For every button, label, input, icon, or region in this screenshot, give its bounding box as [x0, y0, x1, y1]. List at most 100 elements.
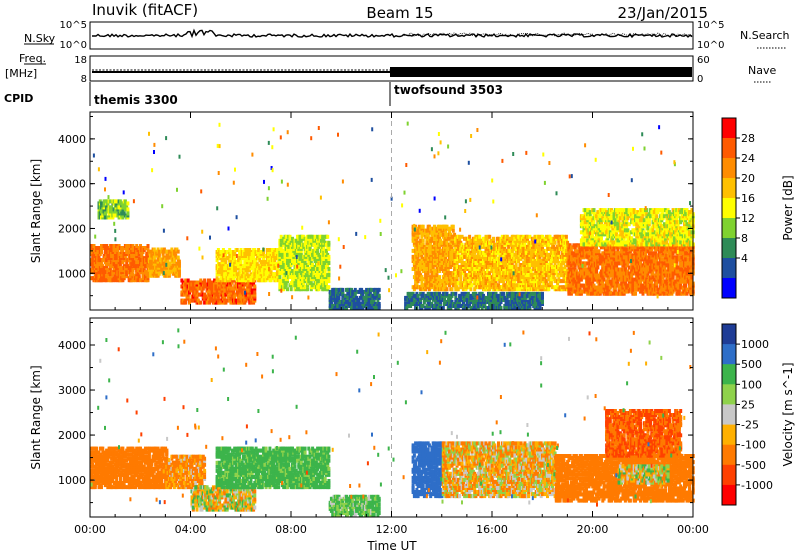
data-cell [303, 259, 307, 263]
data-cell [430, 230, 434, 235]
data-cell [525, 259, 529, 263]
data-cell [237, 264, 240, 269]
data-cell [469, 281, 473, 286]
data-cell [137, 274, 141, 279]
data-cell [165, 249, 169, 254]
data-cell [176, 249, 180, 254]
data-cell [370, 287, 374, 292]
data-cell [327, 254, 331, 259]
data-cell [343, 293, 347, 298]
data-cell [152, 247, 156, 252]
data-cell [288, 234, 292, 239]
data-cell [365, 287, 369, 292]
data-cell [327, 240, 331, 245]
data-cell [226, 294, 230, 299]
data-cell [478, 234, 482, 239]
freq-panel [89, 55, 694, 82]
nsky-panel [89, 21, 694, 50]
data-cell [221, 248, 225, 252]
data-cell [494, 263, 498, 267]
data-cell [106, 254, 110, 258]
data-cell [92, 244, 96, 248]
data-cell [559, 271, 563, 276]
data-cell [274, 256, 278, 261]
data-cell [288, 275, 292, 280]
data-cell [495, 271, 499, 276]
data-cell [517, 259, 521, 263]
data-cell [450, 244, 454, 249]
data-cell [118, 256, 122, 261]
data-cell [252, 254, 256, 258]
data-cell [435, 273, 439, 278]
data-cell [317, 244, 321, 249]
data-cell [209, 292, 213, 297]
data-cell [160, 247, 164, 252]
data-cell [240, 278, 244, 283]
data-cell [131, 268, 135, 273]
data-cell [115, 254, 119, 258]
data-cell [564, 234, 568, 239]
data-cell [157, 271, 161, 276]
data-cell [203, 278, 207, 283]
date-title: 23/Jan/2015 [618, 4, 709, 22]
data-cell [473, 250, 477, 255]
data-cell [507, 244, 511, 249]
scatter-region [215, 248, 282, 283]
scatter-region [90, 244, 150, 283]
station-title: Inuvik (fitACF) [92, 1, 198, 19]
data-cell [135, 244, 139, 248]
data-cell [525, 273, 529, 278]
data-cell [186, 278, 190, 283]
data-cell [333, 300, 337, 304]
data-cell [225, 298, 229, 303]
data-cell [316, 275, 320, 280]
data-cell [280, 248, 284, 253]
data-cell [144, 246, 147, 250]
data-cell [230, 286, 234, 291]
data-cell [232, 290, 235, 295]
data-cell [216, 278, 220, 283]
data-cell [304, 240, 308, 245]
data-cell [494, 242, 498, 247]
nsky-tick-bottom: 10^0 [60, 40, 87, 51]
data-cell [475, 271, 479, 276]
data-cell [149, 249, 152, 254]
data-cell [323, 273, 327, 278]
data-cell [239, 260, 243, 265]
data-cell [412, 261, 416, 265]
data-cell [225, 250, 229, 254]
data-cell [105, 250, 109, 254]
data-cell [304, 273, 308, 278]
data-cell [438, 275, 441, 280]
data-cell [480, 244, 484, 249]
data-cell [234, 266, 238, 271]
data-cell [377, 302, 381, 306]
data-cell [426, 232, 430, 237]
data-cell [595, 269, 598, 274]
scatter-region [180, 278, 257, 305]
data-cell [459, 271, 463, 276]
data-cell [156, 247, 160, 252]
nsearch-label: N.Search [740, 29, 790, 42]
data-cell [429, 226, 433, 231]
data-cell [421, 224, 425, 229]
data-cell [312, 242, 316, 247]
data-cell [306, 283, 310, 288]
data-cell [262, 256, 266, 261]
data-cell [446, 236, 450, 241]
nave-tick-top: 60 [697, 55, 710, 66]
data-cell [444, 256, 448, 261]
data-cell [249, 262, 253, 267]
data-cell [203, 300, 207, 305]
data-cell [441, 232, 445, 237]
data-cell [346, 291, 350, 296]
data-cell [150, 261, 154, 266]
data-cell [218, 270, 222, 275]
data-cell [324, 259, 328, 263]
data-cell [115, 199, 119, 204]
data-cell [174, 249, 178, 254]
data-cell [329, 300, 333, 304]
data-cell [495, 277, 499, 282]
data-cell [450, 281, 454, 286]
